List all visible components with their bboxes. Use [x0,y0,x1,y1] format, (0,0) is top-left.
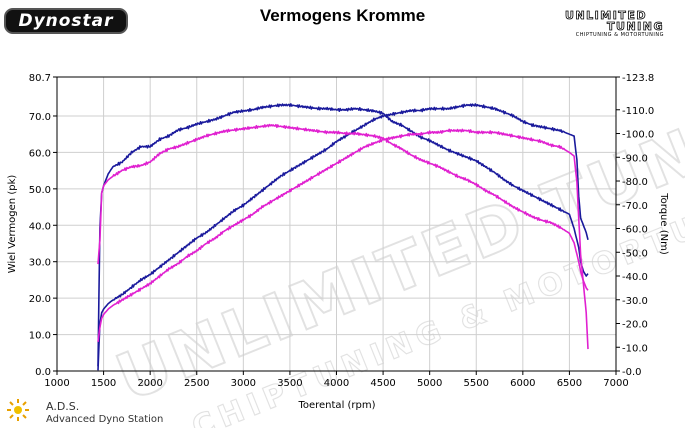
x-tick-label: 5000 [417,378,442,389]
dynostar-logo-text: Dynostar [18,11,114,31]
right-tick-label: -100.0 [622,130,654,141]
unlimited-tuning-logo: UNLIMITED TUNING CHIPTUNING & MOTORTUNIN… [548,10,664,38]
left-tick-label: 20.0 [29,294,51,305]
x-tick-label: 4500 [370,378,395,389]
series-lines [97,103,589,371]
series-line-2 [97,123,589,291]
watermark: UNLIMITED TUNING CHIPTUNING & MOTORTUNIN… [106,61,685,428]
left-axis-ticks: 0.0 10.0 20.0 30.0 40.0 50.0 60.0 70.0 80.7 [29,73,57,378]
chart-title: Vermogens Kromme [259,6,426,25]
series-line-3 [97,128,589,350]
left-tick-label: 10.0 [29,331,51,342]
x-tick-label: 4000 [324,378,349,389]
x-tick-label: 2500 [184,378,209,389]
right-tick-label: -0.0 [622,367,642,378]
left-tick-label: 70.0 [29,112,51,123]
right-tick-label: -30.0 [622,296,648,307]
right-tick-label: -10.0 [622,343,648,354]
right-tick-label: -90.0 [622,153,648,164]
right-axis-ticks: -0.0 -10.0 -20.0 -30.0 -40.0 -50.0 -60.0 -70.0 -… [616,73,654,378]
right-tick-label: -60.0 [622,225,648,236]
right-axis-label: Torque (Nm) [658,192,669,255]
left-tick-label: 80.7 [29,73,51,84]
left-tick-label: 50.0 [29,185,51,196]
x-tick-label: 6500 [557,378,582,389]
x-axis-label: Toerental (rpm) [297,400,375,411]
right-tick-label: -123.8 [622,73,654,84]
series-line-1 [97,103,589,371]
right-tick-label: -50.0 [622,248,648,259]
left-tick-label: 60.0 [29,148,51,159]
ads-full-name: Advanced Dyno Station [46,414,164,425]
grid [57,77,616,371]
right-tick-label: -80.0 [622,177,648,188]
x-tick-label: 3500 [277,378,302,389]
right-tick-label: -40.0 [622,272,648,283]
x-tick-label: 3000 [231,378,256,389]
left-axis-label: Wiel Vermogen (pk) [7,175,18,274]
logo-line-1: UNLIMITED [565,9,647,22]
x-tick-label: 2000 [137,378,162,389]
right-tick-label: -20.0 [622,320,648,331]
left-tick-label: 40.0 [29,221,51,232]
right-tick-label: -110.0 [622,106,654,117]
dynostar-logo: Dynostar [4,8,128,34]
x-tick-label: 1000 [44,378,69,389]
logo-line-2: TUNING [607,20,664,33]
ads-abbrev: A.D.S. [46,400,80,413]
left-tick-label: 0.0 [35,367,51,378]
series-line-0 [97,103,589,367]
left-tick-label: 30.0 [29,258,51,269]
right-tick-label: -70.0 [622,201,648,212]
x-tick-label: 7000 [603,378,628,389]
x-tick-label: 5500 [464,378,489,389]
x-tick-label: 1500 [91,378,116,389]
logo-line-3: CHIPTUNING & MOTORTUNING [575,32,664,38]
x-tick-label: 6000 [510,378,535,389]
ads-sun-icon [7,399,29,421]
x-axis-ticks: 1000 1500 2000 2500 3000 3500 4000 4500 5000 5500… [44,371,629,389]
